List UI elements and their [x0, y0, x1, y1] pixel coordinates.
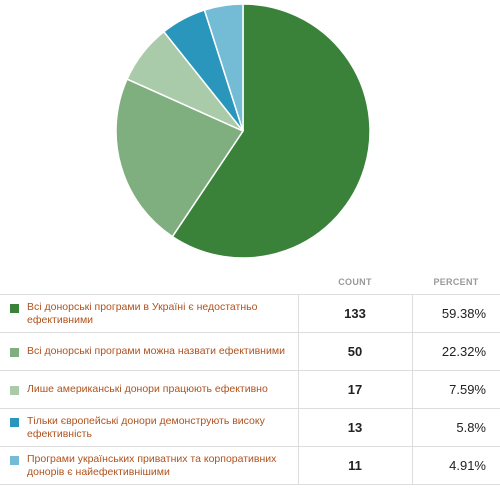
count-value: 50 [297, 332, 413, 371]
count-column-header: COUNT [298, 270, 412, 295]
percent-value: 4.91% [412, 446, 500, 485]
answer-cell: Тільки європейські донори демонструють в… [0, 408, 298, 447]
answer-cell: Всі донорські програми можна назвати ефе… [0, 332, 298, 371]
answer-label: Тільки європейські донори демонструють в… [27, 414, 265, 440]
count-value: 133 [297, 294, 413, 333]
table-row: Лише американські донори працюють ефекти… [0, 370, 500, 409]
count-value: 13 [297, 408, 413, 447]
legend-swatch [10, 303, 19, 313]
percent-value: 59.38% [412, 294, 500, 333]
count-value: 17 [297, 370, 413, 409]
table-row: Тільки європейські донори демонструють в… [0, 408, 500, 447]
answer-label: Всі донорські програми в Україні є недос… [27, 300, 258, 326]
answer-column-header [0, 270, 298, 295]
answer-cell: Лише американські донори працюють ефекти… [0, 370, 298, 409]
legend-swatch [10, 417, 19, 427]
pie-slice-5 [203, 3, 244, 132]
legend-swatch [10, 455, 19, 465]
results-table: COUNT PERCENT Всі донорські програми в У… [0, 270, 500, 485]
answer-label: Лише американські донори працюють ефекти… [27, 383, 268, 395]
answer-cell: Програми українських приватних та корпор… [0, 446, 298, 485]
percent-value: 5.8% [412, 408, 500, 447]
count-value: 11 [297, 446, 413, 485]
answer-cell: Всі донорські програми в Україні є недос… [0, 294, 298, 333]
answer-label: Програми українських приватних та корпор… [27, 452, 277, 478]
percent-value: 22.32% [412, 332, 500, 371]
percent-column-header: PERCENT [412, 270, 500, 295]
pie-slice-1 [171, 3, 371, 259]
table-row: Всі донорські програми можна назвати ефе… [0, 332, 500, 371]
legend-swatch [10, 386, 19, 395]
pie-chart-svg [115, 3, 371, 259]
pie-slice-2 [115, 78, 245, 238]
legend-swatch [10, 348, 19, 357]
pie-chart [115, 3, 371, 259]
percent-value: 7.59% [412, 370, 500, 409]
table-header-row: COUNT PERCENT [0, 270, 500, 295]
table-row: Всі донорські програми в Україні є недос… [0, 294, 500, 333]
table-row: Програми українських приватних та корпор… [0, 446, 500, 485]
answer-label: Всі донорські програми можна назвати ефе… [27, 345, 285, 357]
